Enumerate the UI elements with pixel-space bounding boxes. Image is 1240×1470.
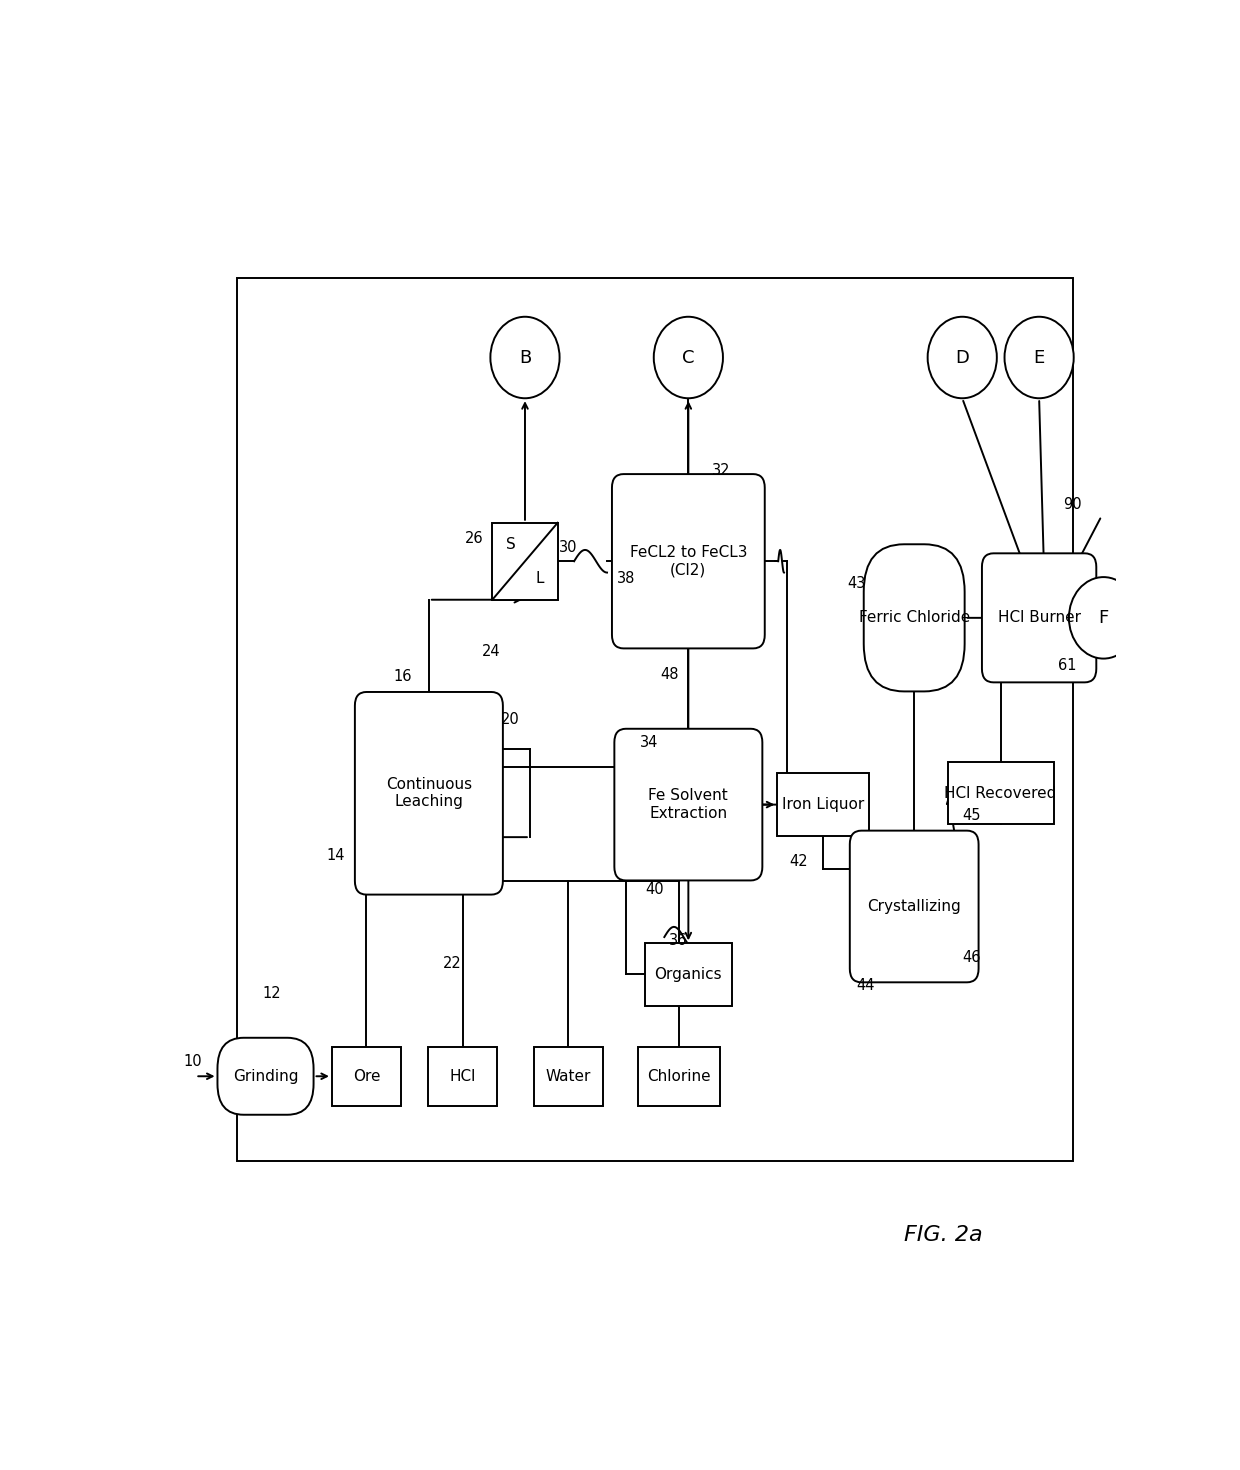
Text: S: S — [506, 537, 516, 551]
Text: Iron Liquor: Iron Liquor — [781, 797, 864, 811]
Text: Water: Water — [546, 1069, 591, 1083]
Text: 48: 48 — [660, 667, 678, 682]
Circle shape — [1004, 316, 1074, 398]
Text: Ore: Ore — [352, 1069, 381, 1083]
FancyBboxPatch shape — [614, 729, 763, 881]
Circle shape — [653, 316, 723, 398]
Text: HCl Burner: HCl Burner — [998, 610, 1080, 625]
FancyBboxPatch shape — [849, 831, 978, 982]
Text: 44: 44 — [857, 978, 875, 994]
Text: Continuous
Leaching: Continuous Leaching — [386, 778, 472, 810]
Text: 43: 43 — [847, 576, 866, 591]
Text: 22: 22 — [444, 956, 463, 970]
Text: 10: 10 — [184, 1054, 202, 1069]
FancyBboxPatch shape — [355, 692, 503, 895]
Text: 40: 40 — [646, 882, 665, 897]
Text: 20: 20 — [501, 711, 520, 728]
Text: Chlorine: Chlorine — [647, 1069, 711, 1083]
FancyBboxPatch shape — [613, 475, 765, 648]
Text: 90: 90 — [1063, 497, 1081, 512]
Text: HCl Recovered: HCl Recovered — [945, 786, 1056, 801]
Text: B: B — [518, 348, 531, 366]
Text: 32: 32 — [712, 463, 730, 478]
Bar — [237, 278, 1073, 1161]
FancyBboxPatch shape — [332, 1047, 401, 1105]
Text: FeCL2 to FeCL3
(Cl2): FeCL2 to FeCL3 (Cl2) — [630, 545, 748, 578]
Text: 42: 42 — [789, 854, 808, 869]
Text: Fe Solvent
Extraction: Fe Solvent Extraction — [649, 788, 728, 820]
Text: C: C — [682, 348, 694, 366]
Text: D: D — [955, 348, 970, 366]
Text: 38: 38 — [618, 570, 635, 585]
Text: 46: 46 — [962, 950, 981, 964]
Bar — [492, 523, 558, 600]
Circle shape — [928, 316, 997, 398]
FancyBboxPatch shape — [637, 1047, 719, 1105]
Text: 45: 45 — [962, 809, 981, 823]
FancyBboxPatch shape — [428, 1047, 497, 1105]
FancyBboxPatch shape — [947, 761, 1054, 825]
Text: 36: 36 — [670, 933, 687, 948]
FancyBboxPatch shape — [777, 773, 868, 836]
Text: HCl: HCl — [449, 1069, 476, 1083]
Text: Ferric Chloride: Ferric Chloride — [858, 610, 970, 625]
FancyBboxPatch shape — [533, 1047, 603, 1105]
FancyBboxPatch shape — [982, 553, 1096, 682]
Text: Organics: Organics — [655, 967, 722, 982]
Text: F: F — [1099, 609, 1109, 626]
Text: 14: 14 — [326, 848, 345, 863]
FancyBboxPatch shape — [864, 544, 965, 691]
Circle shape — [1069, 578, 1138, 659]
FancyBboxPatch shape — [645, 944, 732, 1005]
Text: E: E — [1033, 348, 1045, 366]
Text: 24: 24 — [481, 644, 501, 660]
Text: 12: 12 — [263, 986, 281, 1001]
Text: Grinding: Grinding — [233, 1069, 299, 1083]
Text: FIG. 2a: FIG. 2a — [904, 1225, 982, 1245]
Text: Crystallizing: Crystallizing — [867, 900, 961, 914]
Text: 34: 34 — [640, 735, 658, 750]
Text: 16: 16 — [393, 669, 412, 684]
Text: 26: 26 — [465, 531, 484, 547]
Text: L: L — [536, 570, 543, 585]
FancyBboxPatch shape — [217, 1038, 314, 1114]
Text: 30: 30 — [558, 539, 577, 556]
Circle shape — [490, 316, 559, 398]
Text: 61: 61 — [1058, 659, 1076, 673]
